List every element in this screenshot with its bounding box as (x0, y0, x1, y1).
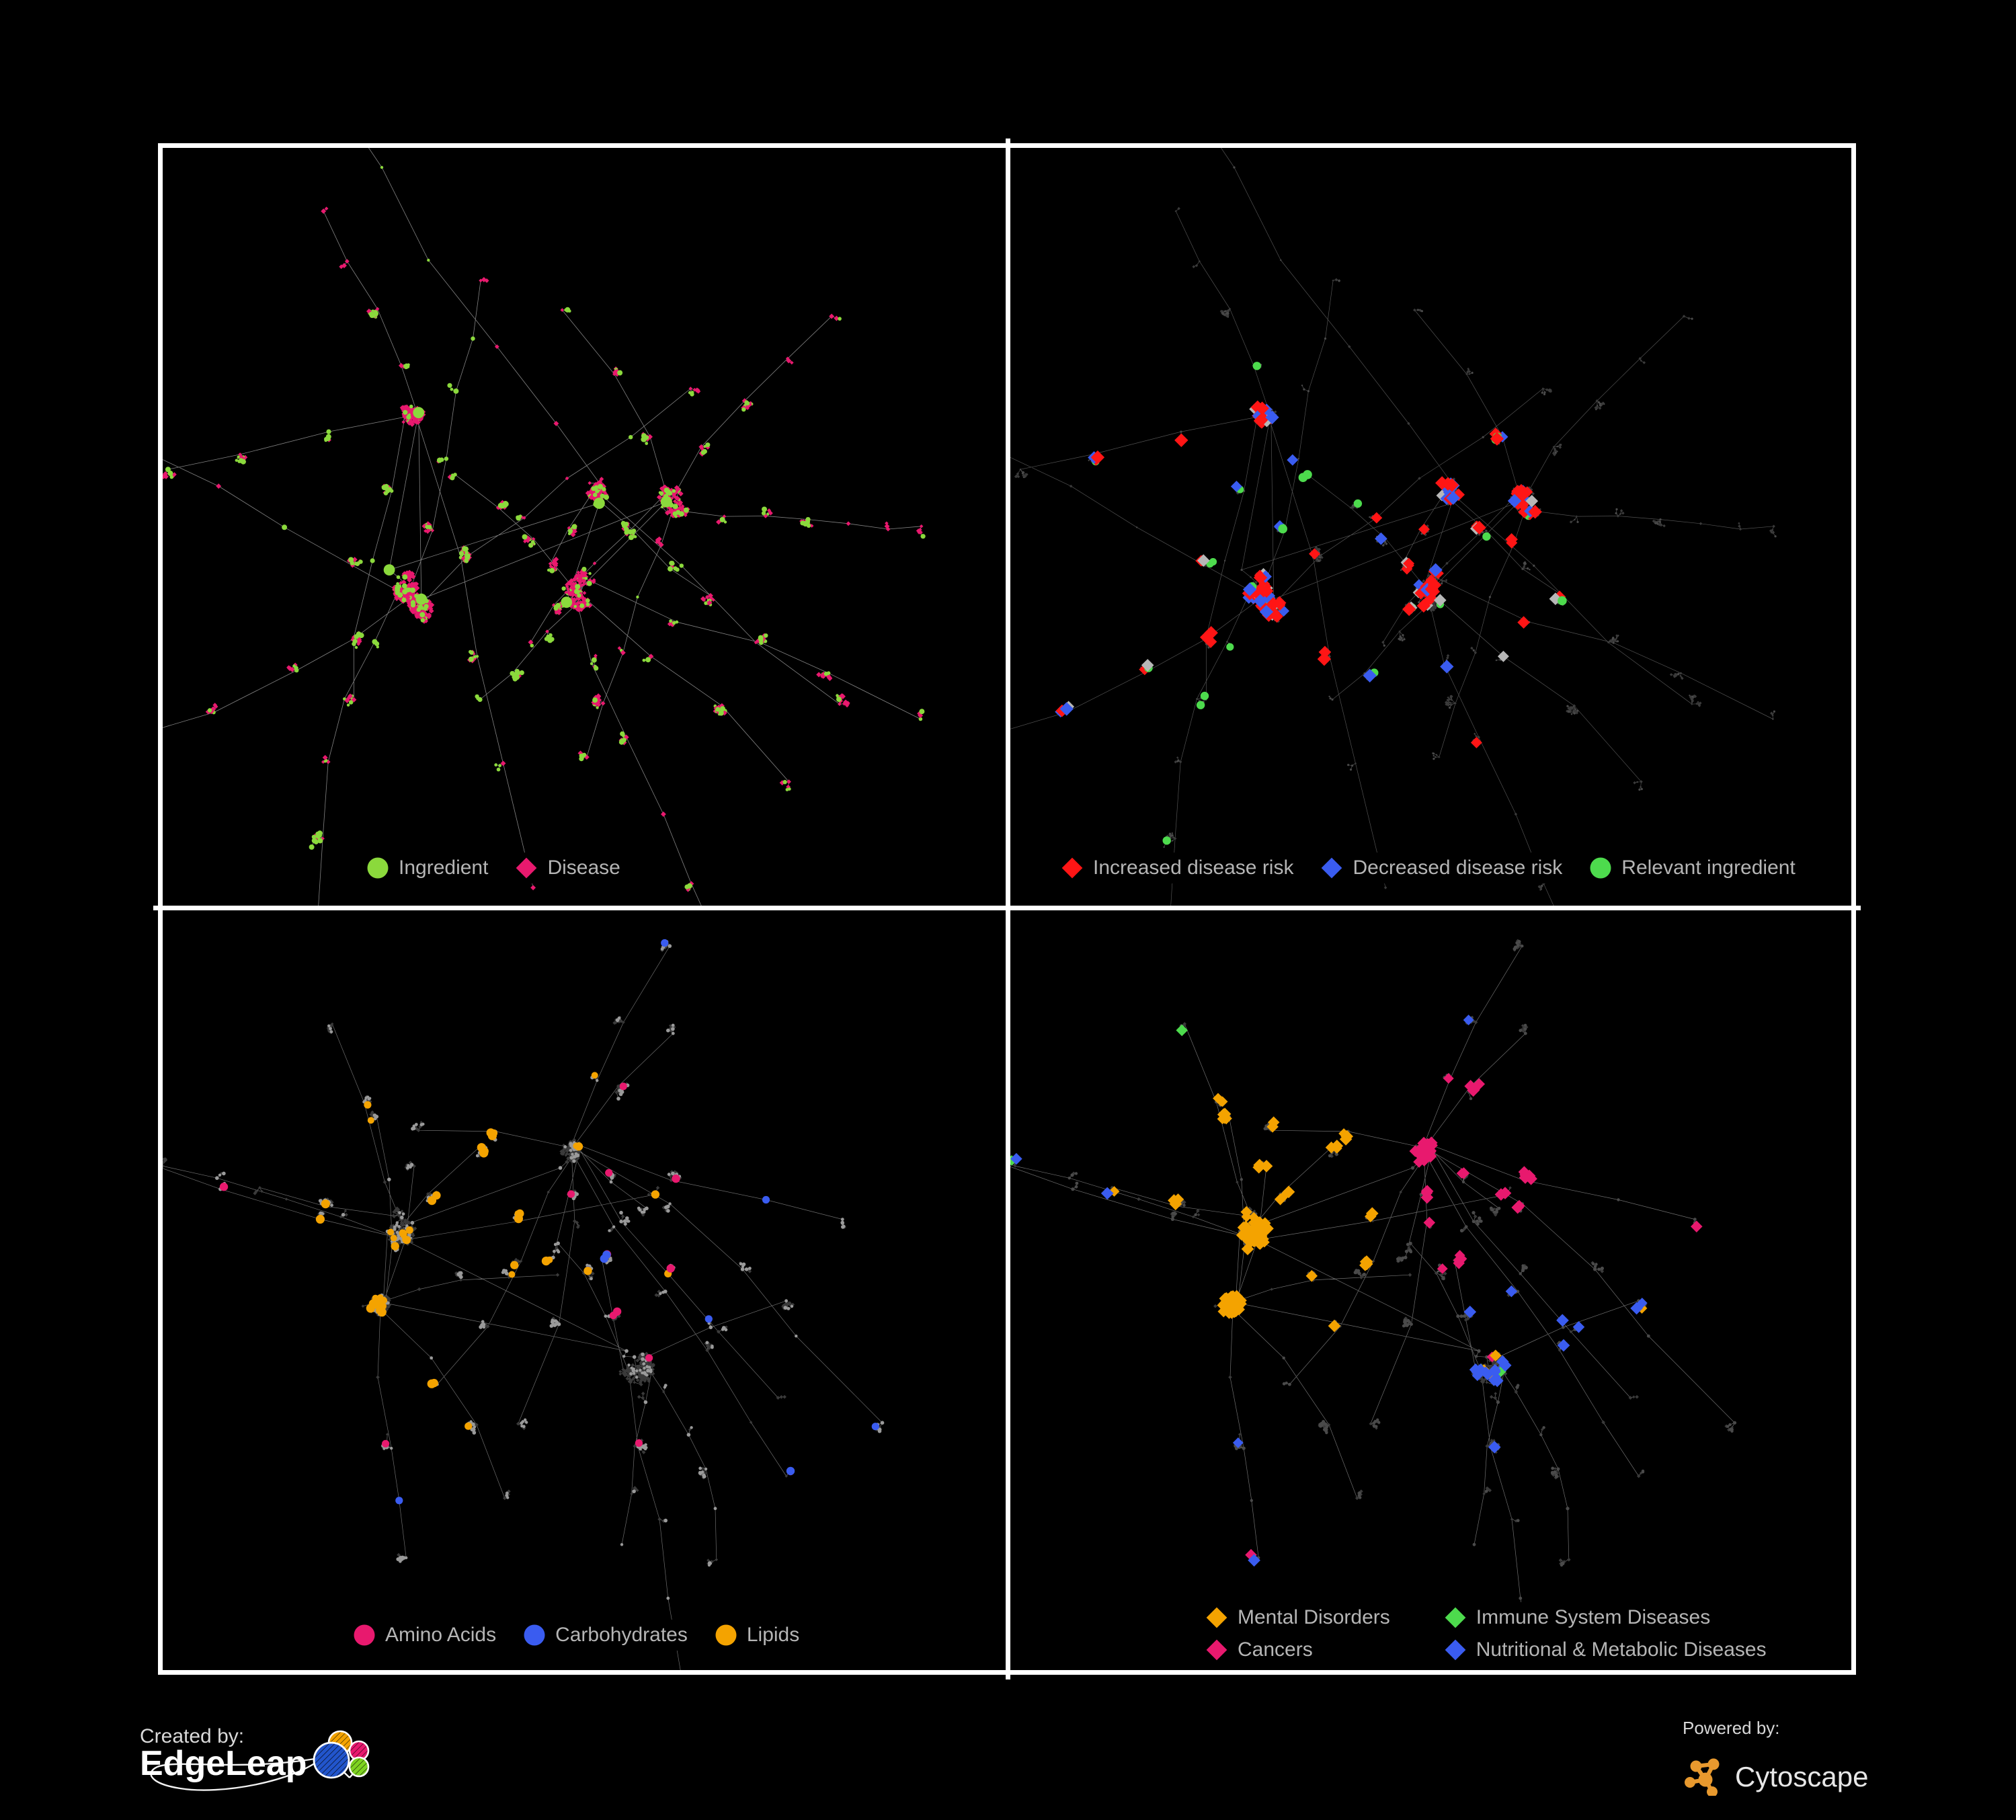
svg-text:Cytoscape: Cytoscape (1735, 1761, 1868, 1792)
svg-text:EdgeLeap: EdgeLeap (140, 1744, 307, 1783)
svg-text:Powered by:: Powered by: (1683, 1718, 1780, 1738)
